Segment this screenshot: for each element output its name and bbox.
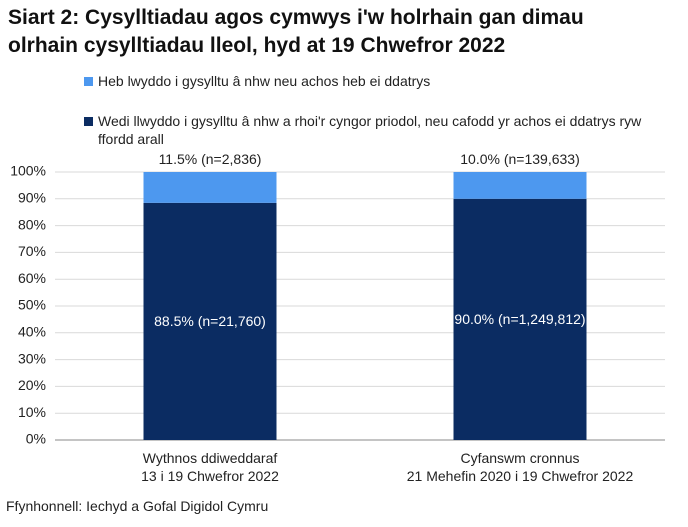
y-tick-label: 100%	[10, 163, 46, 179]
value-label: 11.5% (n=2,836)	[158, 151, 262, 167]
value-label: 90.0% (n=1,249,812)	[454, 311, 586, 328]
source: Ffynhonnell: Iechyd a Gofal Digidol Cymr…	[6, 498, 269, 514]
value-label: 10.0% (n=139,633)	[460, 151, 580, 167]
y-tick-label: 0%	[26, 431, 46, 447]
legend-label: Wedi llwyddo i gysylltu â nhw a rhoi'r c…	[98, 113, 642, 147]
chart-title: Siart 2: Cysylltiadau agos cymwys i'w ho…	[8, 6, 584, 57]
y-tick-label: 50%	[18, 297, 46, 313]
bar-segment	[143, 202, 277, 440]
bar-segment	[453, 172, 587, 199]
y-tick-label: 60%	[18, 270, 46, 286]
y-tick-label: 30%	[18, 350, 46, 366]
y-tick-label: 20%	[18, 377, 46, 393]
bar-segment	[143, 172, 277, 203]
legend-swatch	[84, 77, 93, 86]
value-label: 88.5% (n=21,760)	[154, 313, 266, 330]
y-tick-label: 40%	[18, 324, 46, 340]
y-tick-label: 80%	[18, 216, 46, 232]
legend-label: Heb lwyddo i gysylltu â nhw neu achos he…	[98, 73, 431, 89]
x-tick-label: Wythnos ddiweddaraf 13 i 19 Chwefror 202…	[141, 450, 279, 484]
bar-segment	[453, 198, 587, 440]
x-tick-label: Cyfanswm cronnus 21 Mehefin 2020 i 19 Ch…	[406, 450, 634, 484]
y-tick-label: 10%	[18, 404, 46, 420]
y-tick-label: 90%	[18, 190, 46, 206]
y-tick-label: 70%	[18, 243, 46, 259]
legend-swatch	[84, 117, 93, 126]
